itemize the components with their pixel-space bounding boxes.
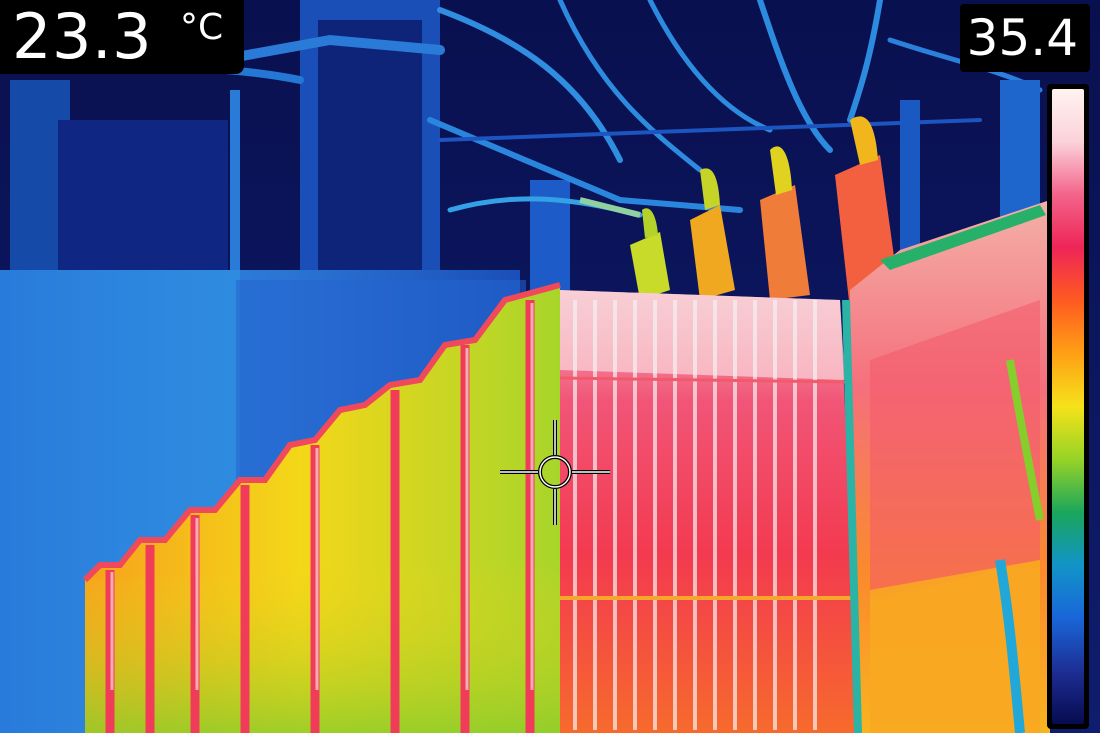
background-structures xyxy=(0,0,1043,300)
max-temperature-value: 35.4 xyxy=(966,9,1078,67)
palette-gradient-bar xyxy=(1052,89,1084,724)
spot-temperature-readout: 23.3 °C xyxy=(0,0,244,74)
spot-temperature-value: 23.3 xyxy=(12,0,153,73)
color-palette-scale xyxy=(1047,84,1089,729)
max-temperature-readout: 35.4 xyxy=(960,4,1090,72)
temperature-unit: °C xyxy=(180,7,224,48)
left-fin-edges xyxy=(105,300,535,733)
hot-fins xyxy=(573,300,817,730)
